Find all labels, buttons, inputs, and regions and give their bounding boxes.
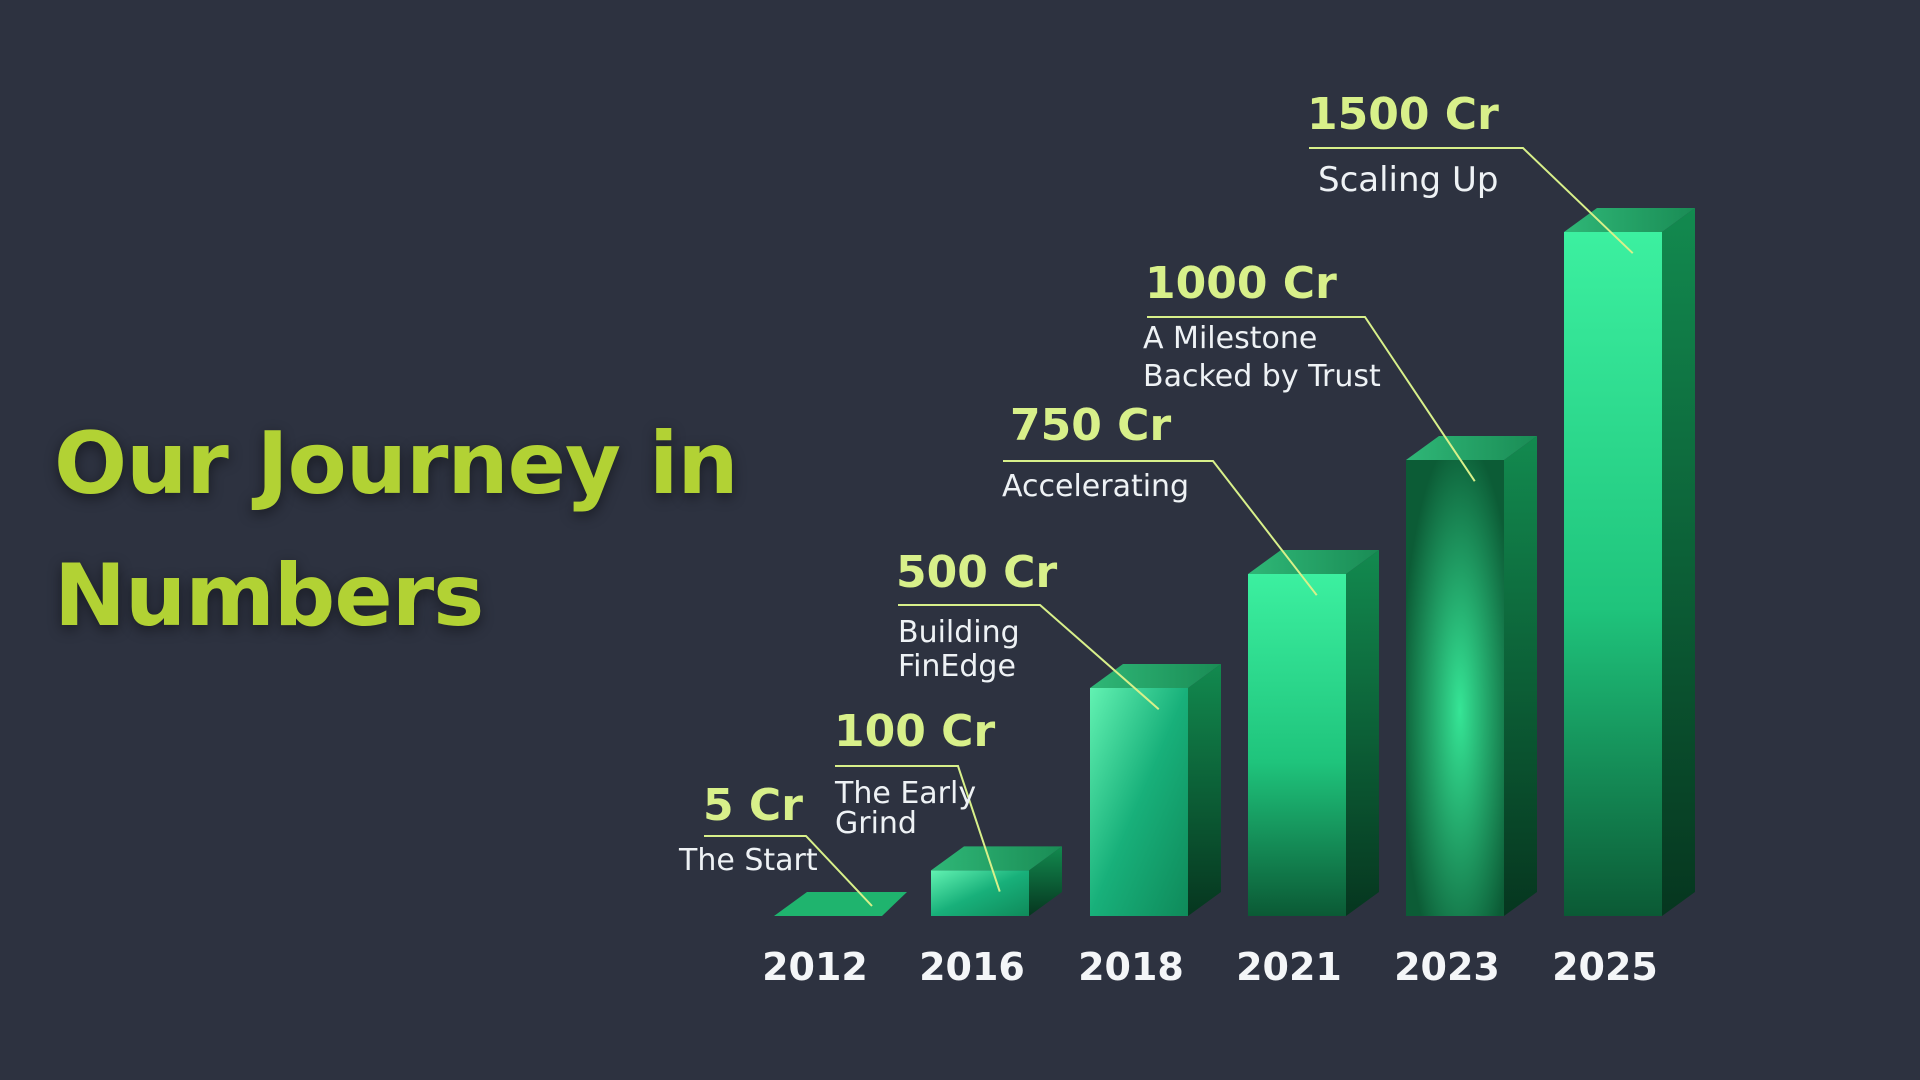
x-tick-label: 2025	[1552, 945, 1658, 989]
bar-2016	[931, 846, 1062, 916]
x-tick-label: 2023	[1394, 945, 1500, 989]
x-tick-label: 2012	[762, 945, 868, 989]
bar-side-face	[1029, 846, 1062, 916]
data-label-caption: Building	[898, 615, 1020, 650]
bar-top-face	[1248, 550, 1379, 574]
bar-top-face	[1406, 436, 1537, 460]
leader-line	[704, 835, 873, 907]
data-label-caption: The Start	[678, 843, 818, 878]
bar-2021	[1248, 550, 1379, 916]
bar-top-face	[931, 846, 1062, 871]
data-label-value: 5 Cr	[703, 780, 803, 831]
leader-line	[1003, 460, 1318, 596]
bar-2025	[1564, 208, 1695, 916]
data-label-caption: A Milestone	[1143, 321, 1317, 356]
bar-top-face	[1564, 208, 1695, 232]
data-label-value: 500 Cr	[896, 547, 1057, 598]
bar-side-face	[1504, 436, 1537, 916]
x-tick-label: 2016	[919, 945, 1025, 989]
data-label-caption: Scaling Up	[1318, 160, 1498, 200]
bar-front-face	[1564, 232, 1662, 916]
page-title: Our Journey in Numbers	[54, 398, 739, 662]
bar-top-face	[1090, 664, 1221, 688]
bar-2012	[774, 892, 907, 916]
bar-2023	[1406, 436, 1537, 916]
bar-front-face	[1248, 574, 1346, 916]
leader-line	[898, 604, 1160, 710]
bar-top-face	[774, 892, 907, 916]
data-label-caption: Accelerating	[1002, 469, 1189, 504]
labels-layer: 2012 5 Cr The Start 2016 100 Cr The EarlyGrin…	[678, 89, 1658, 989]
data-label-value: 100 Cr	[834, 706, 995, 757]
x-tick-label: 2021	[1236, 945, 1342, 989]
leader-line	[1309, 147, 1634, 254]
bar-side-face	[1346, 550, 1379, 916]
bar-front-face	[1406, 460, 1504, 916]
leader-line	[1147, 316, 1476, 482]
leader-line	[835, 765, 1001, 892]
data-label-value: 1500 Cr	[1307, 89, 1499, 140]
data-label-caption: FinEdge	[898, 649, 1016, 684]
data-label-value: 750 Cr	[1010, 400, 1171, 451]
page-title-line-2: Numbers	[54, 546, 484, 646]
page-title-line-1: Our Journey in	[54, 414, 739, 514]
bar-side-face	[1662, 208, 1695, 916]
bar-side-face	[1188, 664, 1221, 916]
data-label-caption: Backed by Trust	[1143, 359, 1381, 394]
bars-layer	[774, 208, 1695, 916]
data-label-caption: Grind	[835, 806, 917, 841]
bar-2018	[1090, 664, 1221, 916]
x-tick-label: 2018	[1078, 945, 1184, 989]
bar-front-face	[931, 870, 1029, 916]
data-label-caption: The Early	[834, 776, 976, 811]
bar-front-face	[1090, 688, 1188, 916]
data-label-value: 1000 Cr	[1145, 258, 1337, 309]
